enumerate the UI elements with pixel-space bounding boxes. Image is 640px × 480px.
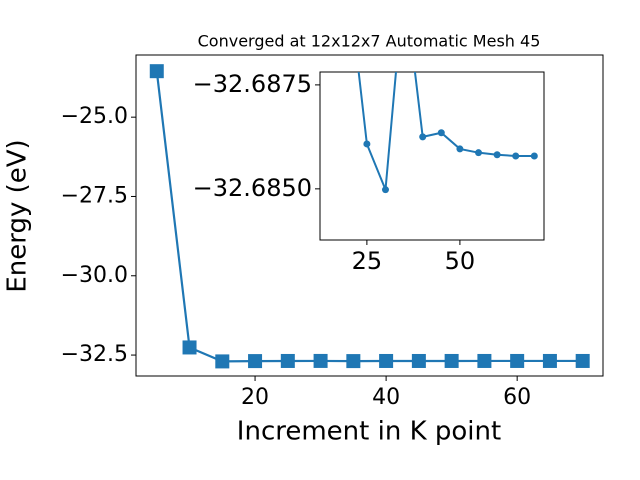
marker xyxy=(215,354,230,369)
y-axis-label: Energy (eV) xyxy=(3,139,33,292)
marker xyxy=(248,354,263,369)
y-tick-label: −27.5 xyxy=(61,183,128,208)
marker xyxy=(510,353,525,368)
marker xyxy=(149,64,164,79)
y-tick-label: −32.6850 xyxy=(193,174,312,202)
marker xyxy=(411,353,426,368)
y-tick-label: −32.6875 xyxy=(193,70,312,98)
marker xyxy=(381,186,389,194)
plot-area xyxy=(149,64,590,369)
marker xyxy=(437,129,445,137)
marker xyxy=(542,353,557,368)
marker xyxy=(477,353,492,368)
x-tick-label: 60 xyxy=(503,385,531,410)
marker xyxy=(182,340,197,355)
marker xyxy=(419,133,427,141)
marker xyxy=(363,140,371,148)
marker xyxy=(512,152,520,160)
x-tick-label: 25 xyxy=(352,247,383,275)
marker xyxy=(575,353,590,368)
marker xyxy=(379,353,394,368)
marker xyxy=(493,151,501,159)
chart-title: Converged at 12x12x7 Automatic Mesh 45 xyxy=(198,32,541,51)
y-tick-label: −30.0 xyxy=(61,263,128,288)
marker xyxy=(530,152,538,160)
x-tick-label: 20 xyxy=(241,385,269,410)
x-axis-label: Increment in K point xyxy=(237,417,501,447)
marker xyxy=(444,353,459,368)
x-tick-label: 50 xyxy=(445,247,476,275)
marker xyxy=(280,353,295,368)
marker xyxy=(346,354,361,369)
marker xyxy=(313,353,328,368)
marker xyxy=(456,145,464,153)
plot-area xyxy=(357,72,538,194)
x-tick-label: 40 xyxy=(372,385,400,410)
y-tick-label: −25.0 xyxy=(61,104,128,129)
marker xyxy=(475,149,483,157)
y-tick-label: −32.5 xyxy=(61,342,128,367)
